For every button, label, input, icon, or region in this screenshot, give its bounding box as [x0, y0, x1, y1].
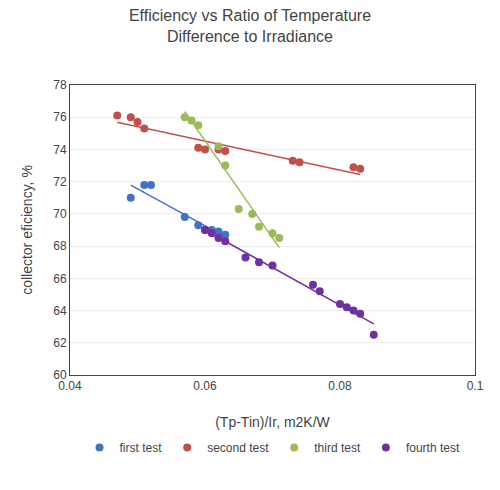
- svg-text:third test: third test: [314, 441, 361, 455]
- svg-text:62: 62: [53, 336, 67, 350]
- svg-text:74: 74: [53, 143, 67, 157]
- svg-text:Efficiency vs Ratio of Tempera: Efficiency vs Ratio of TemperatureDiffer…: [129, 7, 371, 45]
- svg-text:60: 60: [53, 368, 67, 382]
- svg-text:72: 72: [53, 175, 67, 189]
- svg-text:(Tp-Tin)/Ir, m2K/W: (Tp-Tin)/Ir, m2K/W: [215, 414, 330, 430]
- svg-text:second test: second test: [207, 441, 269, 455]
- svg-text:68: 68: [53, 239, 67, 253]
- svg-text:78: 78: [53, 78, 67, 92]
- svg-text:0.08: 0.08: [328, 379, 352, 393]
- svg-text:first test: first test: [120, 441, 163, 455]
- svg-text:0.1: 0.1: [467, 379, 484, 393]
- svg-text:70: 70: [53, 207, 67, 221]
- svg-text:76: 76: [53, 110, 67, 124]
- svg-text:66: 66: [53, 272, 67, 286]
- svg-text:fourth test: fourth test: [406, 441, 460, 455]
- svg-text:0.06: 0.06: [193, 379, 217, 393]
- svg-text:0.04: 0.04: [58, 379, 82, 393]
- svg-text:64: 64: [53, 304, 67, 318]
- svg-text:collector eficiency, %: collector eficiency, %: [19, 165, 35, 295]
